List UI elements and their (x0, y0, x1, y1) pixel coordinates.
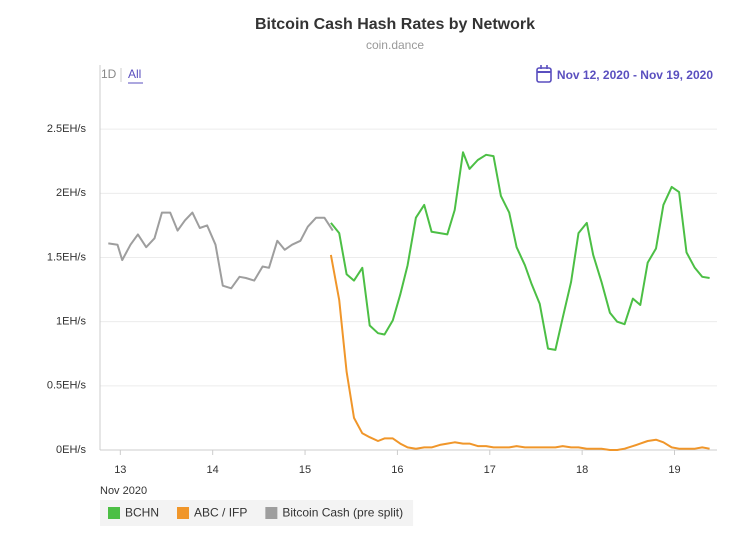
legend-swatch (108, 507, 120, 519)
y-tick-label: 0EH/s (56, 444, 86, 456)
legend-label: BCHN (125, 506, 159, 520)
legend-item[interactable]: ABC / IFP (177, 506, 247, 520)
y-tick-label: 0.5EH/s (47, 380, 87, 392)
chart-subtitle: coin.dance (366, 38, 424, 52)
y-tick-label: 1EH/s (56, 316, 86, 328)
x-tick-label: 19 (668, 464, 680, 476)
legend-swatch (177, 507, 190, 519)
calendar-body (536, 67, 552, 83)
range-button[interactable]: All (128, 67, 141, 81)
chart-title: Bitcoin Cash Hash Rates by Network (255, 16, 535, 33)
x-tick-label: 18 (576, 464, 588, 476)
range-button[interactable]: 1D (101, 67, 117, 81)
legend-background (100, 500, 414, 526)
series-line (330, 151, 710, 351)
x-tick-label: 16 (391, 464, 403, 476)
series-line (329, 254, 710, 451)
calendar-icon[interactable] (536, 65, 552, 83)
legend-label: Bitcoin Cash (pre split) (282, 506, 403, 520)
legend: BCHN ABC / IFP Bitcoin Cash (pre split) (100, 500, 414, 526)
x-tick-label: 13 (114, 464, 126, 476)
x-tick-label: 15 (299, 464, 311, 476)
series-line (108, 211, 334, 290)
y-tick-label: 2.5EH/s (47, 123, 87, 135)
legend-item[interactable]: BCHN (108, 506, 159, 520)
legend-swatch (265, 507, 278, 519)
y-tick-label: 1.5EH/s (47, 251, 87, 263)
date-range[interactable]: Nov 12, 2020 - Nov 19, 2020 (557, 68, 713, 82)
x-axis-label: Nov 2020 (100, 485, 147, 497)
x-tick-label: 14 (207, 464, 219, 476)
legend-label: ABC / IFP (194, 506, 247, 520)
y-tick-label: 2EH/s (56, 187, 86, 199)
x-tick-label: 17 (484, 464, 496, 476)
legend-item[interactable]: Bitcoin Cash (pre split) (265, 506, 403, 520)
